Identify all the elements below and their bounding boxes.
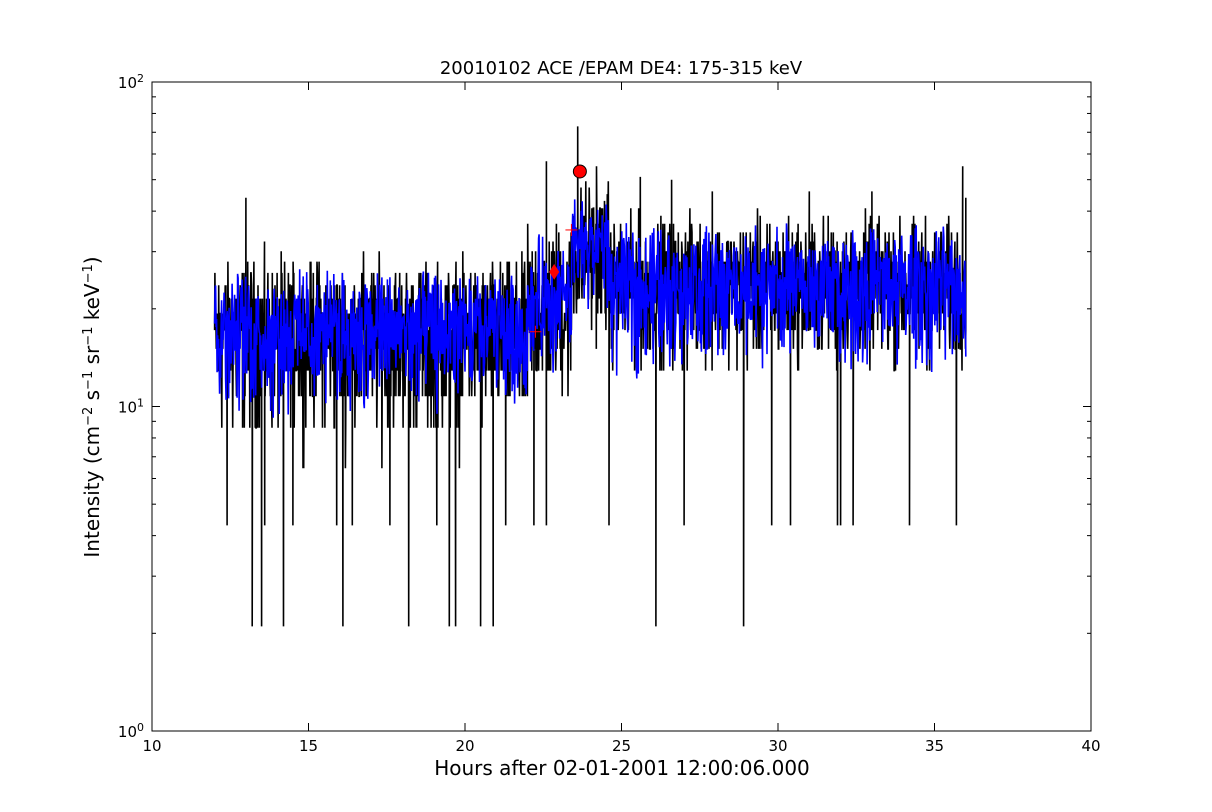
x-tick-label: 15 bbox=[299, 737, 318, 755]
x-tick-label: 40 bbox=[1081, 737, 1100, 755]
y-tick-label: 102 bbox=[118, 72, 144, 93]
y-axis-title: Intensity (cm−2 s−1 sr−1 keV−1) bbox=[80, 256, 104, 557]
x-axis-title: Hours after 02-01-2001 12:00:06.000 bbox=[434, 756, 810, 780]
x-tick-label: 30 bbox=[768, 737, 787, 755]
x-tick-label: 35 bbox=[925, 737, 944, 755]
y-tick-label: 100 bbox=[118, 721, 144, 742]
marker-plus bbox=[529, 325, 542, 338]
series-smoothed-line bbox=[213, 199, 967, 418]
x-tick-label: 10 bbox=[142, 737, 161, 755]
x-tick-label: 25 bbox=[612, 737, 631, 755]
marker-plus bbox=[565, 223, 578, 236]
marker-diamond bbox=[549, 263, 560, 280]
marker-circle bbox=[572, 164, 587, 179]
y-tick-label: 101 bbox=[118, 396, 144, 417]
x-tick-label: 20 bbox=[455, 737, 474, 755]
chart-title: 20010102 ACE /EPAM DE4: 175-315 keV bbox=[440, 58, 803, 79]
